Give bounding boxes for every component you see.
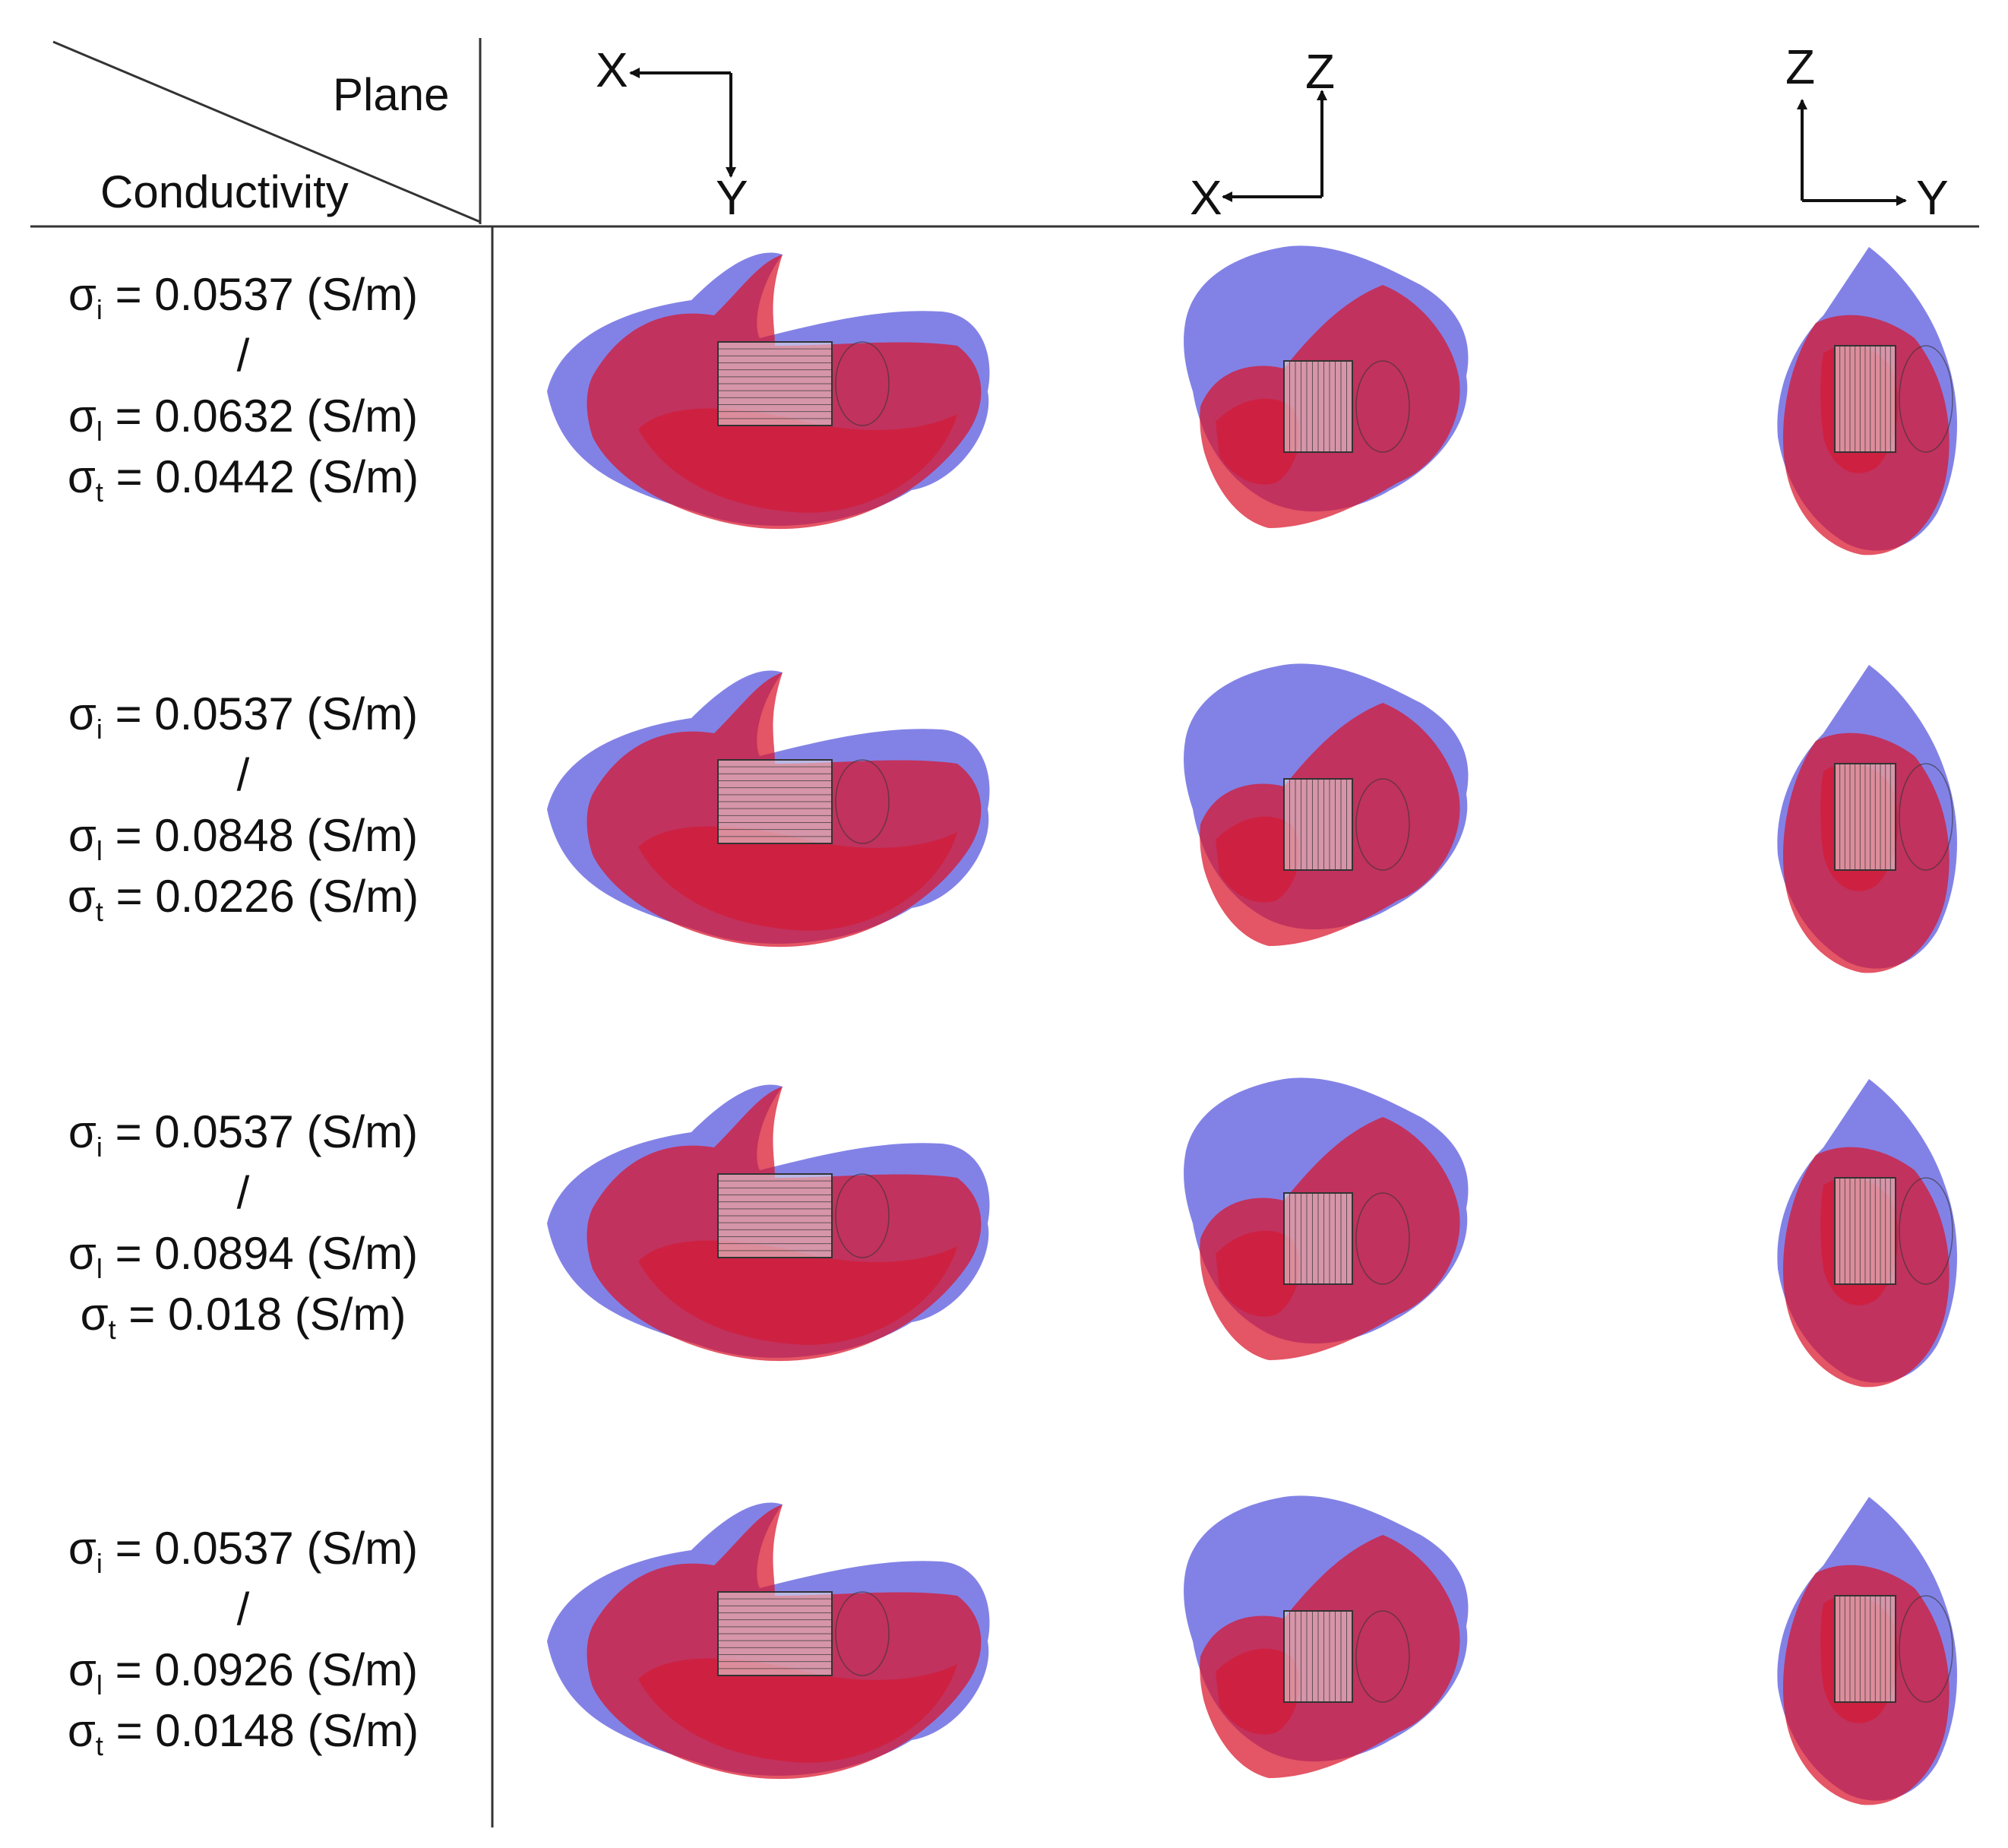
sigma-l-line: σl = 0.0632 (S/m) xyxy=(68,391,419,447)
sigma-l-line: σl = 0.0848 (S/m) xyxy=(68,810,419,866)
sigma-t-line: σt = 0.0148 (S/m) xyxy=(67,1705,419,1761)
red-volume-inner-shape xyxy=(638,1240,957,1345)
volume-view-row-4-col-2 xyxy=(1184,1495,1469,1778)
header-diagonal xyxy=(52,40,481,223)
conductivity-row-3: σi = 0.0537 (S/m) / σl = 0.0894 (S/m) σt… xyxy=(15,1102,471,1345)
separator-line: / xyxy=(236,749,250,800)
volume-view-row-2-col-1 xyxy=(547,670,990,948)
conductivity-row-1: σi = 0.0537 (S/m) / σl = 0.0632 (S/m) σt… xyxy=(15,264,471,508)
volume-view-row-4-col-1 xyxy=(547,1502,990,1780)
axis-3-horizontal-label: Y xyxy=(1916,170,1949,225)
electrode-cylinder xyxy=(1834,345,1953,453)
sigma-i-line: σi = 0.0537 (S/m) xyxy=(68,1106,419,1163)
volume-view-row-1-col-2 xyxy=(1184,245,1469,528)
electrode-cylinder xyxy=(717,1591,890,1676)
volume-view-row-3-col-1 xyxy=(547,1084,990,1362)
volume-view-row-2-col-3 xyxy=(1777,665,1958,973)
sigma-i-line: σi = 0.0537 (S/m) xyxy=(68,269,419,325)
volume-view-row-1-col-3 xyxy=(1777,247,1958,555)
separator-line: / xyxy=(236,1167,250,1218)
red-volume-inner-shape xyxy=(638,1658,957,1763)
volume-view-row-2-col-2 xyxy=(1184,663,1469,946)
electrode-cylinder xyxy=(717,1173,890,1258)
axis-2-vertical-label: Z xyxy=(1305,44,1336,99)
sigma-t-line: σt = 0.0442 (S/m) xyxy=(67,451,419,508)
red-volume-inner-shape xyxy=(1216,1230,1300,1317)
volume-view-row-3-col-2 xyxy=(1184,1077,1469,1360)
sigma-t-line: σt = 0.0226 (S/m) xyxy=(67,871,419,927)
plane-header-label: Plane xyxy=(333,69,450,120)
separator-line: / xyxy=(236,330,250,381)
sigma-t-line: σt = 0.018 (S/m) xyxy=(80,1289,406,1345)
electrode-cylinder xyxy=(1283,778,1410,871)
red-volume-inner-shape xyxy=(638,408,957,513)
axis-1-horizontal-label: X xyxy=(596,43,628,97)
electrode-cylinder xyxy=(1283,1192,1410,1285)
electrode-cylinder xyxy=(1834,763,1953,871)
volume-view-row-3-col-3 xyxy=(1777,1079,1958,1388)
red-volume-inner-shape xyxy=(638,826,957,931)
sigma-l-line: σl = 0.0926 (S/m) xyxy=(68,1644,419,1701)
red-volume-inner-shape xyxy=(1216,1648,1300,1735)
sigma-i-line: σi = 0.0537 (S/m) xyxy=(68,688,419,745)
sigma-i-line: σi = 0.0537 (S/m) xyxy=(68,1523,419,1579)
electrode-cylinder xyxy=(1834,1595,1953,1703)
electrode-cylinder xyxy=(1834,1177,1953,1285)
conductivity-row-2: σi = 0.0537 (S/m) / σl = 0.0848 (S/m) σt… xyxy=(15,684,471,927)
electrode-cylinder xyxy=(717,341,890,426)
volume-view-row-1-col-1 xyxy=(547,252,990,530)
electrode-cylinder xyxy=(1283,1610,1410,1703)
electrode-cylinder xyxy=(717,759,890,844)
sigma-l-line: σl = 0.0894 (S/m) xyxy=(68,1228,419,1284)
red-volume-inner-shape xyxy=(1216,398,1300,485)
red-volume-inner-shape xyxy=(1216,816,1300,903)
conductivity-row-4: σi = 0.0537 (S/m) / σl = 0.0926 (S/m) σt… xyxy=(15,1518,471,1761)
electrode-cylinder xyxy=(1283,360,1410,453)
axis-1-vertical-label: Y xyxy=(716,170,748,225)
separator-line: / xyxy=(236,1584,250,1634)
axis-3-vertical-label: Z xyxy=(1785,40,1816,94)
volume-view-row-4-col-3 xyxy=(1777,1497,1958,1805)
conductivity-header-label: Conductivity xyxy=(100,166,349,217)
axis-2-horizontal-label: X xyxy=(1190,170,1222,225)
